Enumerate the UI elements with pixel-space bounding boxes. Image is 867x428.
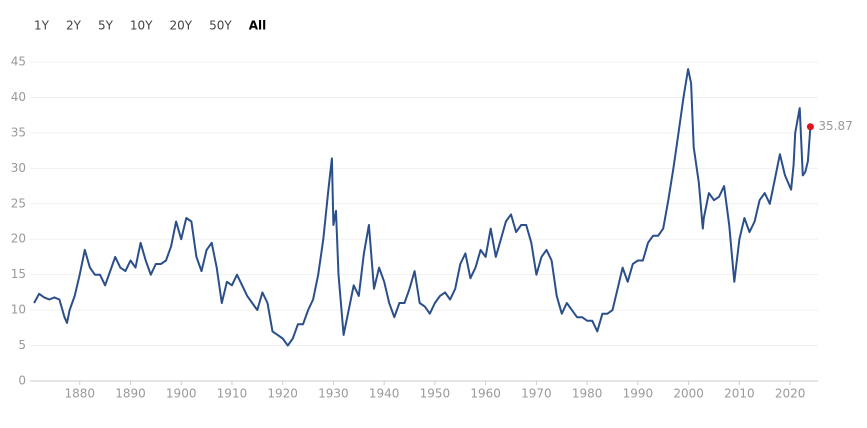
x-tick-label: 1930 <box>318 387 349 401</box>
x-tick-label: 1950 <box>420 387 451 401</box>
x-tick-label: 1990 <box>623 387 654 401</box>
x-tick-label: 1920 <box>267 387 298 401</box>
x-tick-label: 1940 <box>369 387 400 401</box>
y-tick-label: 30 <box>11 161 26 175</box>
line <box>33 68 812 347</box>
x-tick-label: 1980 <box>572 387 603 401</box>
x-tick-label: 1880 <box>64 387 95 401</box>
y-tick-label: 20 <box>11 232 26 246</box>
y-tick-label: 5 <box>18 338 26 352</box>
x-tick-label: 2000 <box>673 387 704 401</box>
x-tick-label: 2020 <box>775 387 806 401</box>
y-tick-label: 0 <box>18 374 26 388</box>
range-button[interactable]: 2Y <box>66 19 82 33</box>
range-button[interactable]: 50Y <box>209 19 232 33</box>
y-tick-label: 10 <box>11 303 26 317</box>
range-button[interactable]: 5Y <box>98 19 114 33</box>
y-tick-label: 25 <box>11 196 26 210</box>
x-tick-label: 1910 <box>217 387 248 401</box>
y-tick-label: 45 <box>11 55 26 69</box>
x-tick-label: 1960 <box>470 387 501 401</box>
range-button[interactable]: All <box>249 19 267 33</box>
last-point <box>806 123 814 131</box>
y-tick-label: 15 <box>11 267 26 281</box>
y-tick-label: 35 <box>11 125 26 139</box>
y-tick-label: 40 <box>11 90 26 104</box>
last-value-label: 35.87 <box>818 119 852 133</box>
x-tick-label: 1890 <box>115 387 146 401</box>
range-button[interactable]: 10Y <box>130 19 153 33</box>
range-button[interactable]: 20Y <box>170 19 193 33</box>
x-tick-label: 2010 <box>724 387 755 401</box>
x-tick-label: 1900 <box>166 387 197 401</box>
x-tick-label: 1970 <box>521 387 552 401</box>
range-button[interactable]: 1Y <box>34 19 50 33</box>
